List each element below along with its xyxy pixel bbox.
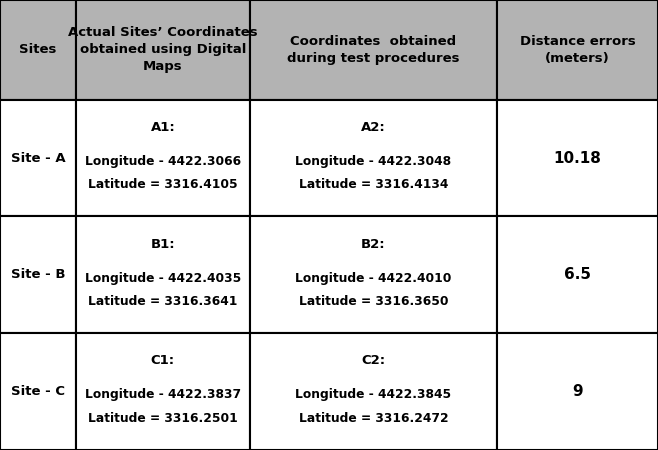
Text: Actual Sites’ Coordinates
obtained using Digital
Maps: Actual Sites’ Coordinates obtained using… (68, 27, 258, 73)
Text: Latitude = 3316.3650: Latitude = 3316.3650 (299, 295, 448, 308)
Text: Latitude = 3316.2501: Latitude = 3316.2501 (88, 412, 238, 425)
Text: Longitude - 4422.4010: Longitude - 4422.4010 (295, 272, 451, 285)
Text: C1:: C1: (151, 355, 175, 368)
Text: Distance errors
(meters): Distance errors (meters) (520, 35, 635, 65)
Text: B2:: B2: (361, 238, 386, 251)
Bar (497, 100, 658, 216)
Text: Site - C: Site - C (11, 385, 65, 398)
Text: Longitude - 4422.3048: Longitude - 4422.3048 (295, 155, 451, 168)
Bar (250, 333, 497, 450)
Text: Sites: Sites (19, 44, 57, 56)
Bar (0, 333, 76, 450)
Bar (0, 0, 76, 100)
Text: Latitude = 3316.4134: Latitude = 3316.4134 (299, 179, 448, 192)
Text: 9: 9 (572, 384, 583, 399)
Bar (497, 216, 658, 333)
Bar (76, 216, 250, 333)
Bar (250, 100, 497, 216)
Bar (250, 0, 497, 100)
Text: C2:: C2: (361, 355, 386, 368)
Text: Coordinates  obtained
during test procedures: Coordinates obtained during test procedu… (287, 35, 460, 65)
Text: 6.5: 6.5 (564, 267, 591, 282)
Text: Site - B: Site - B (11, 268, 65, 281)
Text: A2:: A2: (361, 122, 386, 135)
Text: B1:: B1: (151, 238, 175, 251)
Bar (76, 100, 250, 216)
Bar (76, 0, 250, 100)
Text: Latitude = 3316.3641: Latitude = 3316.3641 (88, 295, 238, 308)
Bar (250, 216, 497, 333)
Bar (497, 333, 658, 450)
Text: Latitude = 3316.4105: Latitude = 3316.4105 (88, 179, 238, 192)
Text: Latitude = 3316.2472: Latitude = 3316.2472 (299, 412, 448, 425)
Bar (0, 100, 76, 216)
Text: Longitude - 4422.3066: Longitude - 4422.3066 (85, 155, 241, 168)
Bar (76, 333, 250, 450)
Text: Site - A: Site - A (11, 152, 65, 165)
Text: Longitude - 4422.3845: Longitude - 4422.3845 (295, 388, 451, 401)
Text: Longitude - 4422.4035: Longitude - 4422.4035 (85, 272, 241, 285)
Text: 10.18: 10.18 (553, 151, 601, 166)
Text: Longitude - 4422.3837: Longitude - 4422.3837 (85, 388, 241, 401)
Bar (497, 0, 658, 100)
Text: A1:: A1: (151, 122, 175, 135)
Bar (0, 216, 76, 333)
